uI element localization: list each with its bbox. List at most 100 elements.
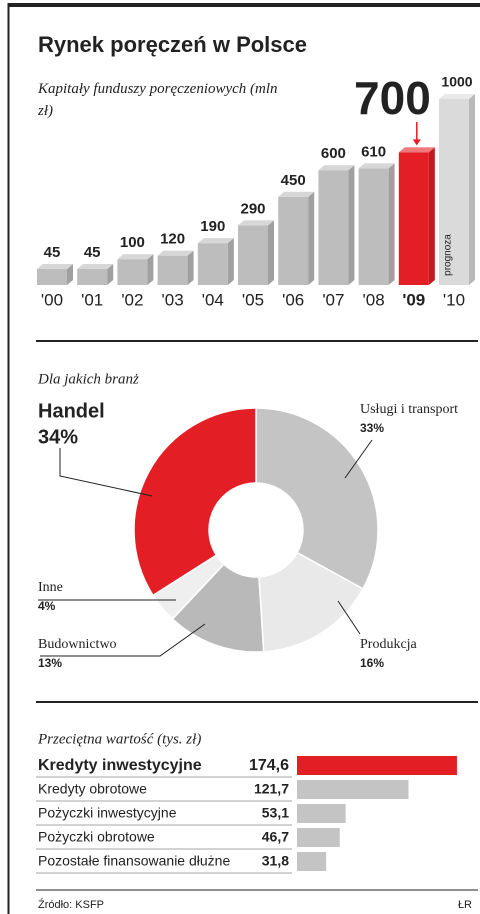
bar-side-shade [348,165,355,285]
bar-top-shade [77,263,114,269]
x-tick-label: '04 [202,290,224,309]
chart-subtitle: Kapitały funduszy poręczeniowych (mln zł… [38,81,278,119]
bar-side [428,147,435,285]
bar [297,828,340,847]
bar-side-shade [107,263,114,285]
bar [297,852,327,871]
bar [278,196,309,285]
leader-line [344,439,373,479]
category-label: Pożyczki obrotowe [38,829,155,845]
bar-top [77,263,114,269]
value-label: 46,7 [262,829,289,845]
value-label: 31,8 [262,853,289,869]
bar-top-shade [358,163,395,169]
source: Źródło: KSFP [38,898,104,911]
bar-side [67,263,73,285]
bar [157,255,188,285]
bar-side [308,191,315,285]
arrowhead [412,139,421,146]
bar-top-shade [117,254,154,260]
bar-top [238,220,274,226]
category-label: Pozostałe finansowanie dłużne [38,853,230,869]
x-tick-label: '10 [443,290,465,309]
x-tick-label: '03 [162,290,184,309]
bar-top [117,254,154,260]
bar-top-shade [318,165,355,171]
value-label: 610 [361,143,386,160]
bar-top-shade [398,147,435,153]
bar [197,243,228,285]
x-tick-label: '05 [242,290,264,309]
bar [117,259,148,285]
value-label: 121,7 [254,781,289,797]
bar-side-shade [67,263,73,285]
value-label: 1000 [441,74,472,90]
bar-side [107,263,114,285]
bar-top-shade [278,191,315,197]
value-label: 174,6 [249,757,289,774]
value-label: 190 [200,218,225,235]
slice-label: Usługi i transport [360,402,458,417]
bar-side-shade [308,191,315,285]
page-title: Rynek poręczeń w Polsce [38,32,307,57]
slice-label: Produkcja [360,637,418,652]
x-tick-label: '02 [121,290,143,309]
bar-side-shade [187,250,194,285]
bar [37,268,67,285]
bar [358,168,389,285]
leader-line [59,448,153,497]
bar [238,225,268,285]
bar-top-shade [197,238,234,244]
donut-slice [255,407,379,590]
bar-top-shade [37,263,73,269]
bar-side-shade [469,94,475,285]
value-label: 290 [240,200,265,217]
category-label: Kredyty obrotowe [38,781,147,797]
slice-value-label: 33% [360,421,384,435]
value-label: 45 [84,244,101,261]
bar-side-shade [428,147,435,285]
slice-value-label: 13% [38,656,62,670]
leader-line [337,600,361,635]
bar [77,268,108,285]
slice-value-label: 16% [360,656,384,670]
bar-top-shade [238,220,274,226]
bar [439,99,469,285]
value-label: 45 [44,244,61,261]
slice-value-label: 34% [38,426,78,448]
value-label: 100 [120,234,145,251]
annotation: prognoza [443,234,454,276]
bar-side-shade [388,163,395,285]
bar-top [398,147,435,153]
bar [297,756,457,775]
x-tick-label: '07 [322,290,344,309]
bar-side-shade [147,254,154,285]
category-label: Kredyty inwestycyjne [38,757,202,774]
bar [297,804,346,823]
value-label: 120 [160,231,185,248]
bar-side [268,220,274,285]
bar-side [388,163,395,285]
slice-label: Handel [38,400,105,422]
bar [318,170,349,285]
x-tick-label: '01 [81,290,103,309]
chart-title: Przeciętna wartość (tys. zł) [37,731,201,747]
bar-top [439,94,475,99]
bar-top [278,191,315,197]
bar-side [469,94,475,285]
category-label: Pożyczki inwestycyjne [38,805,177,821]
value-label: 700 [354,72,431,124]
value-label: 450 [281,172,306,189]
bar-side [147,254,154,285]
donut-slice [258,551,364,653]
bar-top [197,238,234,244]
donut-slice [133,407,257,597]
bar-top [157,250,194,256]
slice-label: Inne [38,580,63,595]
bar-side [227,238,234,285]
leader-line [40,623,206,657]
slice-label: Budownictwo [38,637,117,652]
x-tick-label: '06 [282,290,304,309]
